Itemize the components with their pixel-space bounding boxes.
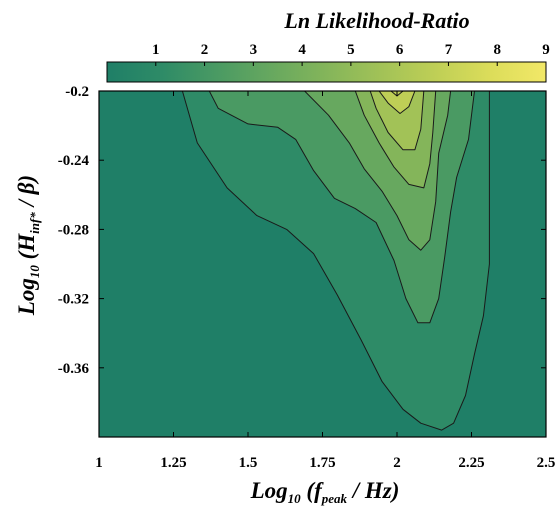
y-tick-label: -0.28 [58, 222, 89, 238]
colorbar-tick-label: 8 [493, 42, 501, 58]
contour-fills [182, 91, 490, 431]
colorbar-title: Ln Likelihood-Ratio [283, 8, 469, 33]
x-tick-label: 2.5 [537, 455, 556, 471]
contour-lines [181, 91, 490, 431]
colorbar-tick-label: 9 [542, 42, 550, 58]
colorbar-tick-label: 4 [298, 42, 306, 58]
x-axis-label: Log10 (fpeak / Hz) [250, 478, 400, 506]
x-tick-label: 1.75 [309, 455, 335, 471]
contour-line-level-5 [369, 91, 425, 151]
x-tick-label: 1.25 [160, 455, 186, 471]
colorbar-tick-label: 6 [396, 42, 404, 58]
x-tick-label: 2 [393, 455, 401, 471]
contour-fill-level-6 [379, 91, 415, 114]
y-tick-label: -0.24 [58, 153, 90, 169]
contour-line-level-2 [208, 91, 475, 324]
contour-fill-level-5 [370, 91, 424, 150]
colorbar-strip [106, 61, 547, 83]
x-tick-label: 1.5 [239, 455, 258, 471]
contour-line-level-1 [181, 91, 490, 431]
y-tick-label: -0.32 [58, 292, 89, 308]
contour-line-level-4 [354, 91, 437, 189]
colorbar-tick-label: 2 [201, 42, 209, 58]
contour-line-level-6 [378, 91, 416, 114]
y-tick-label: -0.2 [65, 84, 89, 100]
x-tick-label: 1 [95, 455, 103, 471]
y-axis-label: Log10 (Hinf* / β) [14, 175, 42, 316]
x-tick-label: 2.25 [458, 455, 484, 471]
x-axis-ticks: 1 1.25 1.5 1.75 2 2.25 2.5 [95, 91, 555, 471]
y-axis-ticks: -0.2 -0.24 -0.28 -0.32 -0.36 [58, 84, 546, 377]
colorbar-tick-label: 5 [347, 42, 355, 58]
plot-area: 1 1.25 1.5 1.75 2 2.25 2.5 -0.2 -0.24 -0.28 -0.32… [58, 84, 556, 471]
colorbar-tick-label: 1 [152, 42, 160, 58]
colorbar-tick-label: 7 [445, 42, 453, 58]
y-tick-label: -0.36 [58, 361, 90, 377]
colorbar: 1 2 3 4 5 6 7 8 9 [106, 42, 550, 83]
colorbar-tick-label: 3 [250, 42, 258, 58]
colorbar-ticks: 1 2 3 4 5 6 7 8 9 [152, 42, 550, 66]
contour-line-level-3 [304, 91, 452, 251]
